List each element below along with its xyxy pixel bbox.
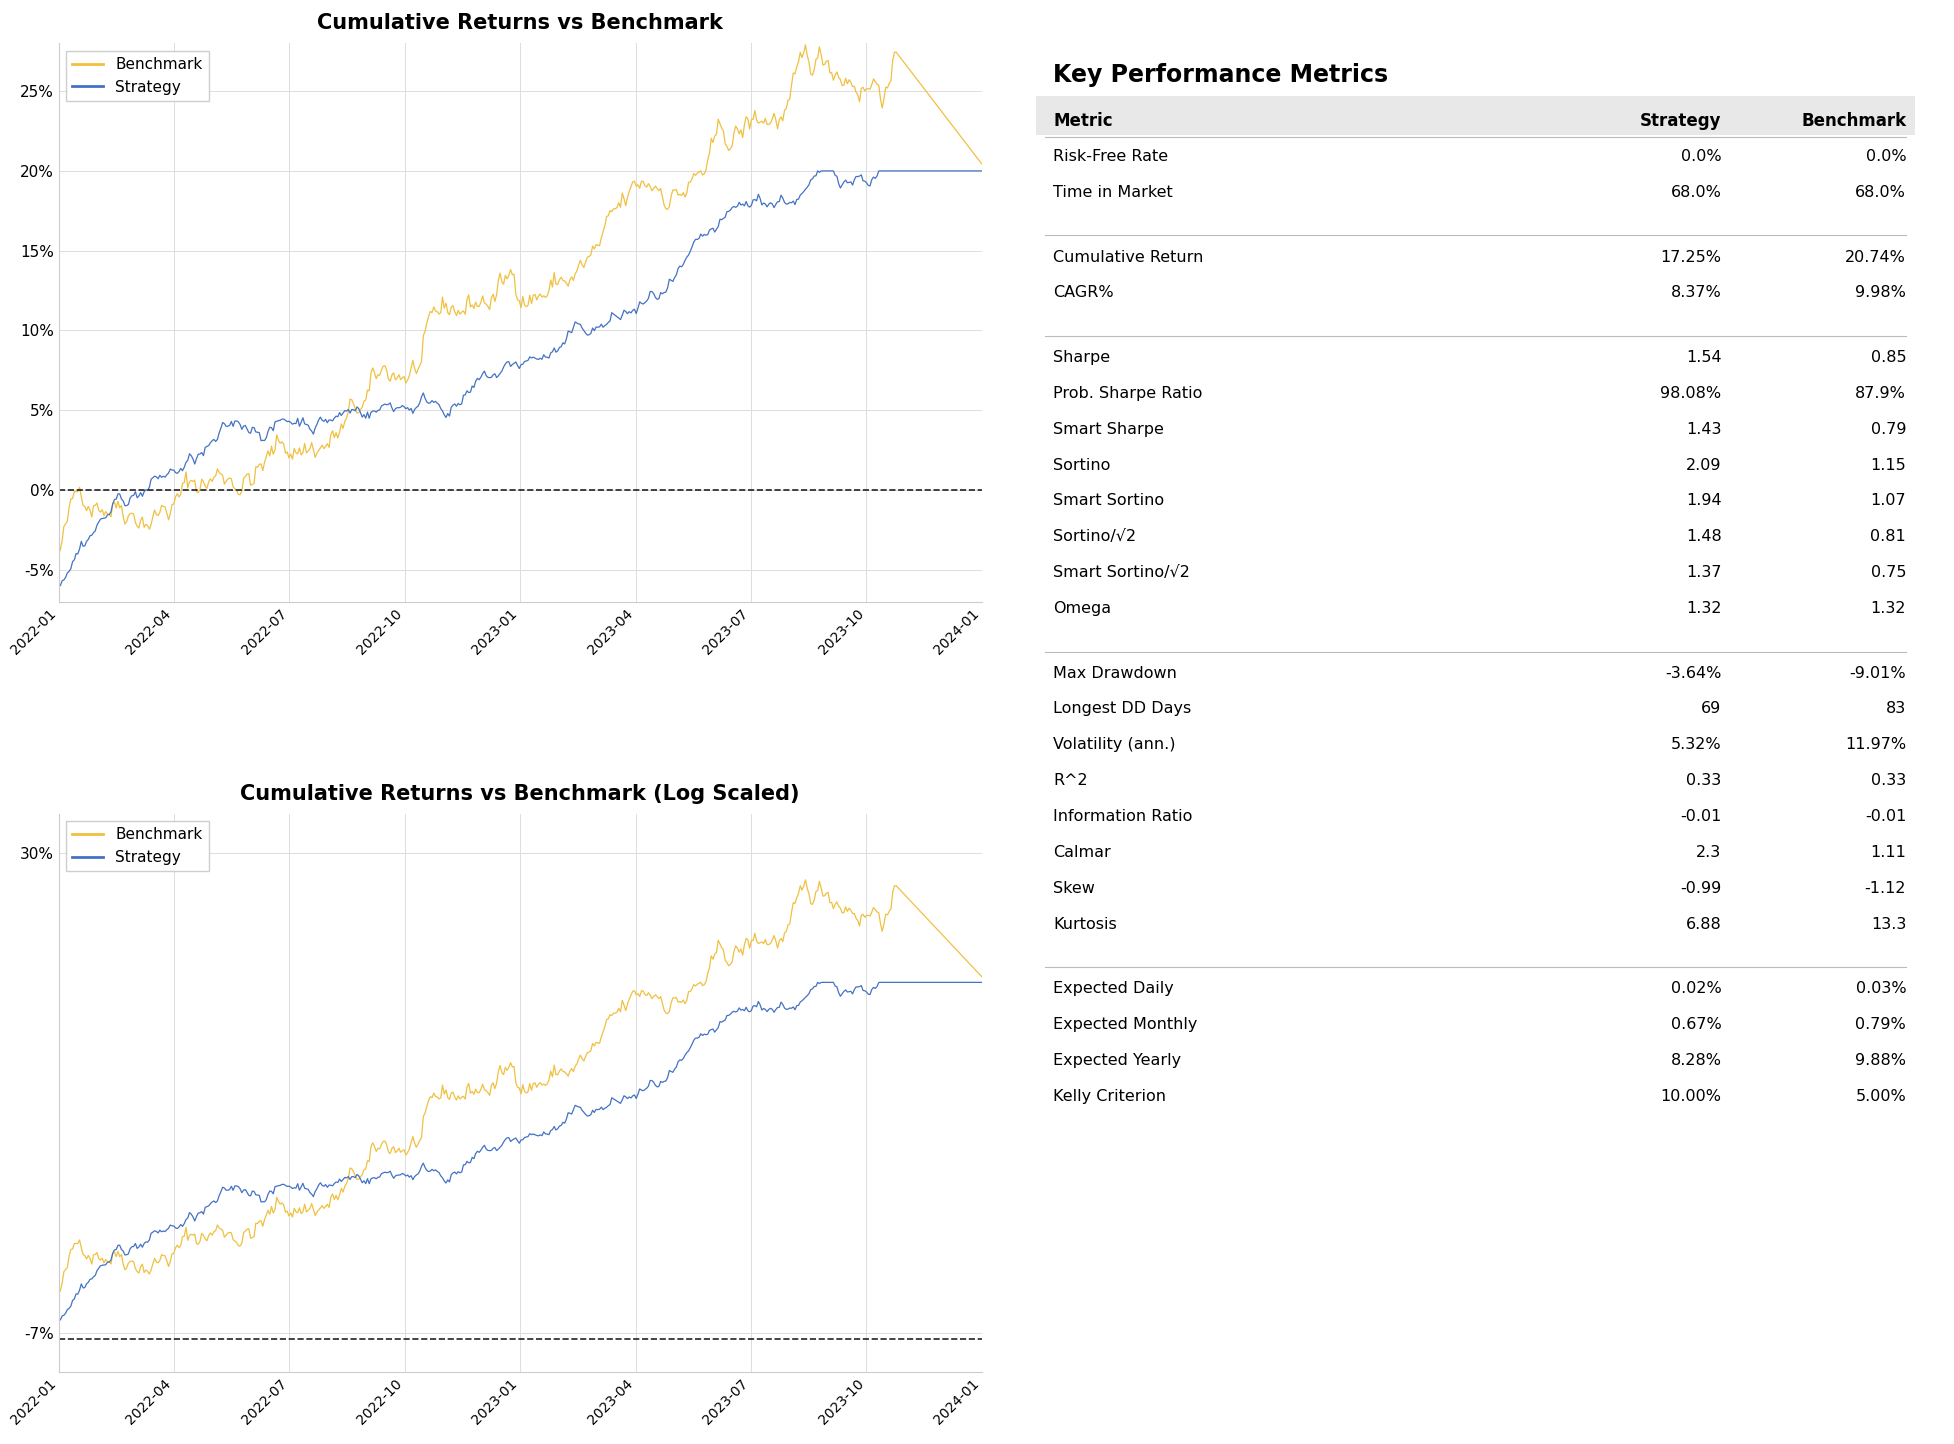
Text: 1.32: 1.32 [1686, 601, 1721, 617]
Text: Sharpe: Sharpe [1053, 349, 1110, 365]
Text: 1.07: 1.07 [1870, 494, 1907, 508]
Text: 0.79%: 0.79% [1856, 1017, 1907, 1032]
Text: Smart Sharpe: Smart Sharpe [1053, 422, 1165, 436]
Text: Time in Market: Time in Market [1053, 185, 1172, 199]
Text: 0.33: 0.33 [1686, 773, 1721, 788]
Text: 20.74%: 20.74% [1845, 250, 1907, 264]
Text: Expected Daily: Expected Daily [1053, 982, 1174, 996]
Text: 1.54: 1.54 [1686, 349, 1721, 365]
Title: Cumulative Returns vs Benchmark: Cumulative Returns vs Benchmark [317, 13, 723, 33]
Text: -1.12: -1.12 [1864, 881, 1907, 895]
Text: 9.98%: 9.98% [1854, 286, 1907, 300]
Legend: Benchmark, Strategy: Benchmark, Strategy [66, 51, 209, 101]
Text: Expected Yearly: Expected Yearly [1053, 1053, 1182, 1069]
Text: -9.01%: -9.01% [1850, 666, 1907, 680]
Text: 11.97%: 11.97% [1845, 738, 1907, 752]
Text: 0.85: 0.85 [1870, 349, 1907, 365]
Text: Risk-Free Rate: Risk-Free Rate [1053, 149, 1168, 165]
Text: 1.11: 1.11 [1870, 845, 1907, 861]
Text: 17.25%: 17.25% [1661, 250, 1721, 264]
Text: 2.09: 2.09 [1686, 458, 1721, 472]
Text: 1.32: 1.32 [1870, 601, 1907, 617]
Text: Kurtosis: Kurtosis [1053, 917, 1118, 931]
Text: 87.9%: 87.9% [1854, 386, 1907, 401]
Text: 68.0%: 68.0% [1671, 185, 1721, 199]
Text: 0.81: 0.81 [1870, 530, 1907, 544]
Text: -0.01: -0.01 [1680, 809, 1721, 825]
Text: 0.02%: 0.02% [1671, 982, 1721, 996]
Text: Max Drawdown: Max Drawdown [1053, 666, 1176, 680]
Text: Smart Sortino: Smart Sortino [1053, 494, 1165, 508]
Text: -0.99: -0.99 [1680, 881, 1721, 895]
Text: 1.37: 1.37 [1686, 565, 1721, 580]
Text: Kelly Criterion: Kelly Criterion [1053, 1089, 1167, 1103]
Text: CAGR%: CAGR% [1053, 286, 1114, 300]
Text: Smart Sortino/√2: Smart Sortino/√2 [1053, 565, 1190, 580]
Text: Information Ratio: Information Ratio [1053, 809, 1192, 825]
Text: Sortino/√2: Sortino/√2 [1053, 530, 1137, 544]
Text: 98.08%: 98.08% [1661, 386, 1721, 401]
Text: Key Performance Metrics: Key Performance Metrics [1053, 64, 1389, 87]
Text: 1.48: 1.48 [1686, 530, 1721, 544]
Text: Cumulative Return: Cumulative Return [1053, 250, 1204, 264]
Text: 13.3: 13.3 [1870, 917, 1907, 931]
Text: 0.67%: 0.67% [1671, 1017, 1721, 1032]
Text: 1.15: 1.15 [1870, 458, 1907, 472]
Text: 69: 69 [1702, 702, 1721, 716]
Bar [1036, 95, 1915, 136]
Text: Skew: Skew [1053, 881, 1096, 895]
Text: 5.00%: 5.00% [1856, 1089, 1907, 1103]
Text: 0.75: 0.75 [1870, 565, 1907, 580]
Text: 83: 83 [1886, 702, 1907, 716]
Text: 5.32%: 5.32% [1671, 738, 1721, 752]
Text: Sortino: Sortino [1053, 458, 1110, 472]
Text: Omega: Omega [1053, 601, 1112, 617]
Text: R^2: R^2 [1053, 773, 1088, 788]
Text: 0.33: 0.33 [1870, 773, 1907, 788]
Text: Benchmark: Benchmark [1802, 111, 1907, 130]
Text: 10.00%: 10.00% [1661, 1089, 1721, 1103]
Text: -0.01: -0.01 [1864, 809, 1907, 825]
Text: Calmar: Calmar [1053, 845, 1112, 861]
Text: 0.0%: 0.0% [1866, 149, 1907, 165]
Text: 8.28%: 8.28% [1671, 1053, 1721, 1069]
Title: Cumulative Returns vs Benchmark (Log Scaled): Cumulative Returns vs Benchmark (Log Sca… [240, 784, 799, 804]
Legend: Benchmark, Strategy: Benchmark, Strategy [66, 822, 209, 871]
Text: Strategy: Strategy [1639, 111, 1721, 130]
Text: 8.37%: 8.37% [1671, 286, 1721, 300]
Text: Expected Monthly: Expected Monthly [1053, 1017, 1198, 1032]
Text: -3.64%: -3.64% [1665, 666, 1721, 680]
Text: 1.94: 1.94 [1686, 494, 1721, 508]
Text: 68.0%: 68.0% [1854, 185, 1907, 199]
Text: 0.0%: 0.0% [1680, 149, 1721, 165]
Text: 2.3: 2.3 [1696, 845, 1721, 861]
Text: Metric: Metric [1053, 111, 1114, 130]
Text: 0.79: 0.79 [1870, 422, 1907, 436]
Text: 9.88%: 9.88% [1854, 1053, 1907, 1069]
Text: Volatility (ann.): Volatility (ann.) [1053, 738, 1176, 752]
Text: Prob. Sharpe Ratio: Prob. Sharpe Ratio [1053, 386, 1204, 401]
Text: 6.88: 6.88 [1686, 917, 1721, 931]
Text: Longest DD Days: Longest DD Days [1053, 702, 1192, 716]
Text: 0.03%: 0.03% [1856, 982, 1907, 996]
Text: 1.43: 1.43 [1686, 422, 1721, 436]
